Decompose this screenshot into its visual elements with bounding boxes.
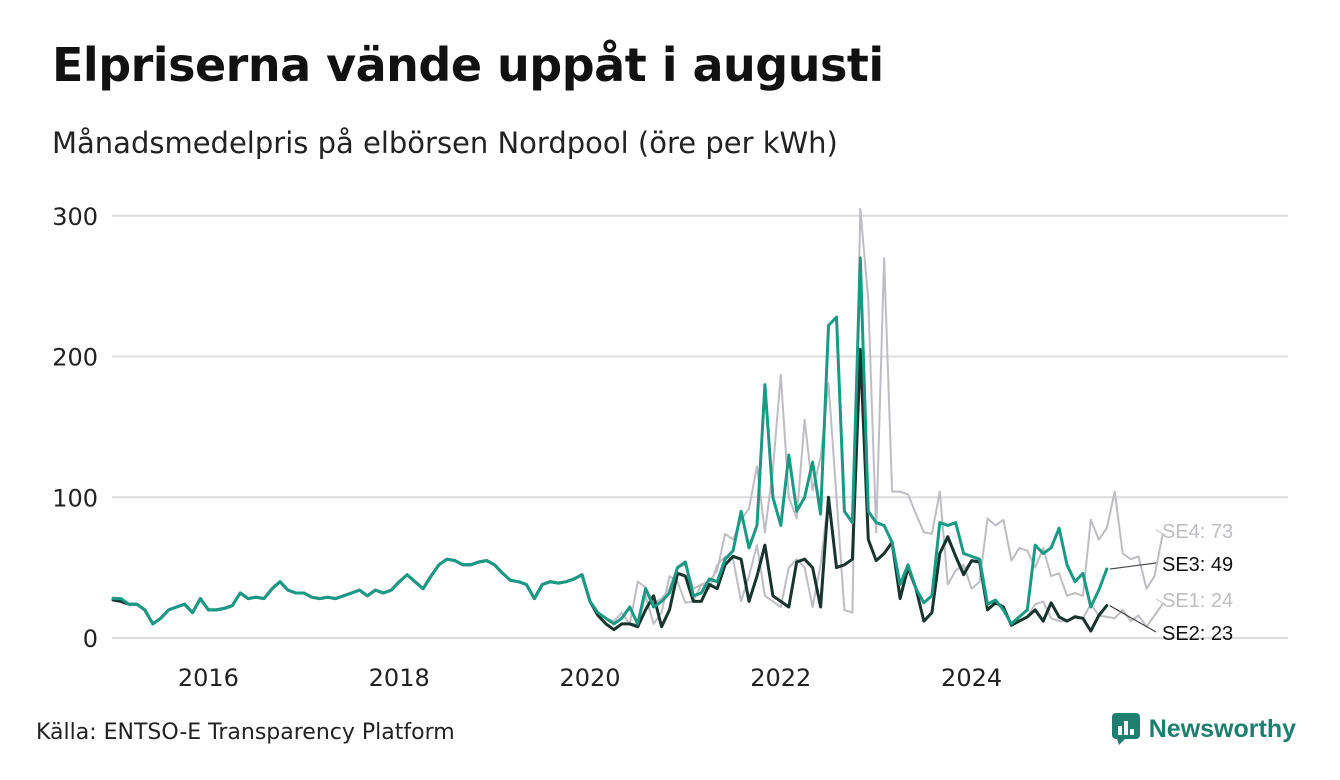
leader-line-se3 — [1109, 562, 1157, 570]
y-tick-label: 100 — [52, 484, 98, 512]
x-tick-label: 2016 — [178, 664, 239, 692]
series-end-label-se1: SE1: 24 — [1162, 590, 1233, 612]
x-tick-label: 2024 — [941, 664, 1002, 692]
y-tick-label: 0 — [83, 625, 98, 653]
bar-chart-logo-icon — [1111, 713, 1140, 745]
source-note: Källa: ENTSO-E Transparency Platform — [36, 720, 455, 745]
label-layer: SE4: 73 SE1: 24 SE2: 23 SE3: 49 — [1109, 521, 1233, 645]
brand-logo[interactable]: Newsworthy — [1111, 712, 1296, 746]
grid-layer: 0 100 200 300 2016 2018 2020 2022 2024 — [52, 203, 1288, 692]
series-line-se1 — [112, 348, 1164, 631]
leader-line-se2 — [1109, 605, 1157, 633]
series-layer — [111, 207, 1164, 633]
y-tick-label: 300 — [52, 203, 98, 231]
series-end-label-se4: SE4: 73 — [1162, 521, 1233, 543]
leader-line-se4 — [1155, 529, 1166, 536]
leader-line-se1 — [1155, 598, 1166, 605]
chart-subtitle: Månadsmedelpris på elbörsen Nordpool (ör… — [52, 126, 838, 160]
x-tick-label: 2018 — [369, 664, 430, 692]
series-end-label-se3: SE3: 49 — [1162, 554, 1233, 576]
chart-title: Elpriserna vände uppåt i augusti — [52, 38, 884, 92]
brand-name: Newsworthy — [1148, 714, 1296, 743]
y-tick-label: 200 — [52, 344, 98, 372]
x-tick-label: 2022 — [750, 664, 811, 692]
series-end-label-se2: SE2: 23 — [1162, 623, 1233, 645]
x-tick-label: 2020 — [559, 664, 620, 692]
series-line-se4 — [112, 207, 1164, 625]
series-line-se2 — [111, 348, 1109, 633]
series-line-se3 — [111, 256, 1109, 626]
